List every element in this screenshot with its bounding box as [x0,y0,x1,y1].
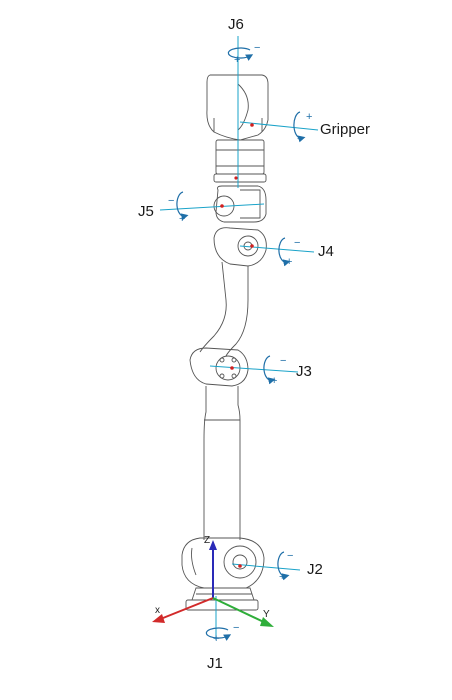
rotation-arrows [176,47,306,641]
j1-label: J1 [207,655,223,672]
j3-plus-sign: + [271,375,278,387]
j5-minus-sign: − [168,195,175,207]
j5-label: J5 [138,203,154,220]
j5-plus-sign: + [179,213,186,225]
j2-minus-sign: − [287,550,294,562]
j1-plus-sign: + [213,633,220,645]
gripper-plus-sign: + [306,111,313,123]
y-axis-label: Y [263,609,270,620]
pivot-dots [220,123,254,568]
x-axis-label: x [155,605,160,616]
j1-rotation-arrow [205,627,232,641]
z-axis-label: Z [204,535,211,546]
gripper-axis-line [239,121,319,131]
j5-axis-line [159,203,265,211]
y-axis-arrow [212,597,269,625]
j1-minus-sign: − [233,622,240,634]
gripper-minus-sign: − [297,133,304,145]
j3-minus-sign: − [280,355,287,367]
j6-label: J6 [228,16,244,33]
j2-rotation-arrow [277,551,290,581]
gripper-label: Gripper [320,121,371,138]
joint-axis-lines [159,36,319,640]
j6-plus-sign: + [234,54,241,66]
j3-label: J3 [296,363,312,380]
x-axis-arrow [157,597,214,621]
gripper-rotation-arrow [293,111,306,143]
j4-minus-sign: − [294,237,301,249]
j6-minus-sign: − [254,42,261,54]
j3-axis-line [209,365,299,373]
j2-plus-sign: + [279,571,286,583]
j2-axis-line [231,563,301,571]
j4-label: J4 [318,243,334,260]
j3-rotation-arrow [263,355,276,385]
j4-rotation-arrow [278,237,291,267]
robot-arm-body [181,74,269,611]
base-coordinate-frame [152,540,274,627]
j2-label: J2 [307,561,323,578]
j5-rotation-arrow [176,191,189,221]
j6-rotation-arrow [227,47,254,61]
j4-plus-sign: + [286,256,293,268]
